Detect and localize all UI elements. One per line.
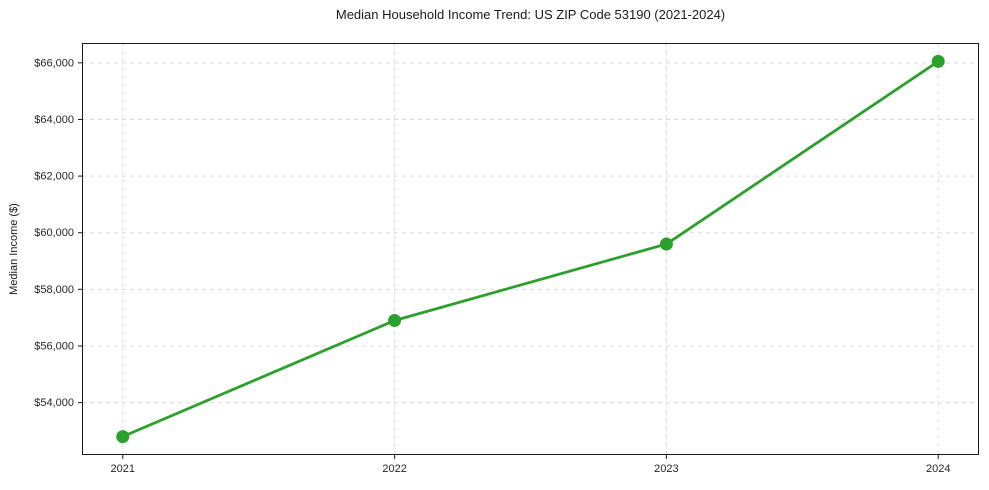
y-tick-label: $64,000 — [34, 114, 74, 126]
data-point-marker — [116, 430, 130, 444]
x-tick-label: 2022 — [382, 463, 406, 475]
x-tick-label: 2024 — [926, 463, 950, 475]
data-point-marker — [659, 237, 673, 251]
y-tick-label: $66,000 — [34, 57, 74, 69]
y-tick-label: $58,000 — [34, 284, 74, 296]
y-tick-label: $60,000 — [34, 227, 74, 239]
data-point-marker — [388, 313, 402, 327]
y-tick-label: $56,000 — [34, 340, 74, 352]
plot-frame — [82, 43, 979, 455]
chart-title: Median Household Income Trend: US ZIP Co… — [335, 7, 726, 22]
y-tick-label: $62,000 — [34, 171, 74, 183]
data-point-marker — [931, 54, 945, 68]
x-tick-label: 2021 — [111, 463, 135, 475]
x-tick-label: 2023 — [654, 463, 678, 475]
trend-line — [121, 60, 940, 438]
y-tick-label: $54,000 — [34, 397, 74, 409]
